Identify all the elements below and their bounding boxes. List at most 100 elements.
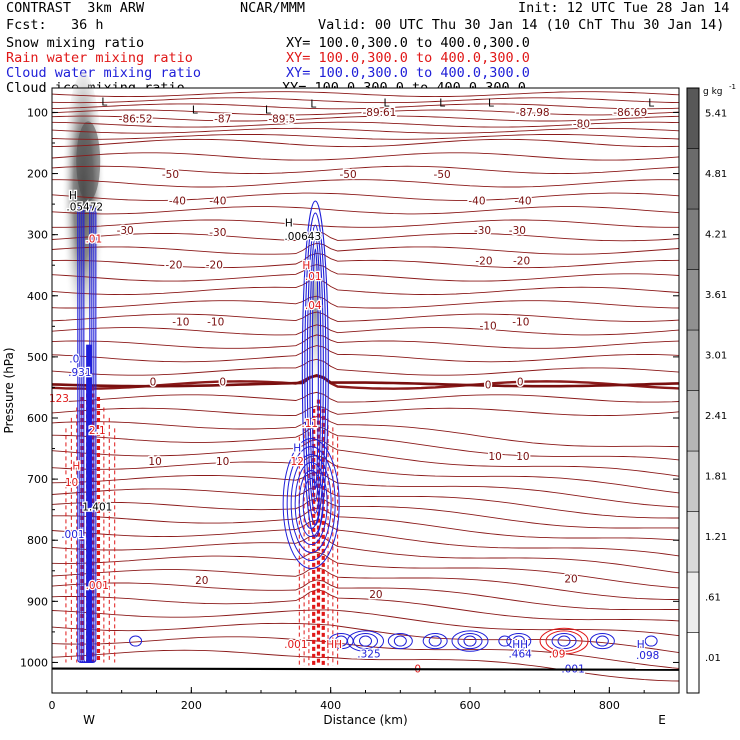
minimum-marker: L — [439, 98, 445, 110]
temperature-contour — [51, 551, 680, 589]
cloud-water-cell — [506, 632, 532, 650]
cloud-water-cell — [422, 632, 448, 650]
mixing-ratio-label: 1.401 — [82, 502, 112, 514]
temperature-contour — [51, 242, 680, 255]
y-tick-label: 100 — [27, 106, 48, 119]
contour-labels: -86.52 -87 -89.5 -89.61 -87.98 -86.69 -80 -50 -5… — [48, 96, 661, 676]
minimum-marker: L — [192, 104, 198, 116]
mixing-ratio-label: .00643 — [284, 231, 321, 243]
cloud-water-cell — [539, 627, 589, 655]
cloud-water-cell — [595, 635, 609, 647]
temperature-label: -87 — [214, 114, 231, 126]
valid-time: Valid: 00 UTC Thu 30 Jan 14 (10 ChT Thu … — [318, 17, 725, 33]
cloud-water-cell — [589, 632, 615, 650]
temperature-label: -89.5 — [268, 114, 295, 126]
temperature-contour — [51, 206, 680, 215]
mixing-ratio-label: .931 — [68, 367, 91, 379]
temperature-contour — [51, 649, 680, 682]
mixing-ratio-label: .09 — [549, 648, 566, 660]
snow-plume-right — [306, 218, 325, 398]
temperature-contour — [51, 324, 680, 336]
cloud-water-cell — [545, 630, 583, 652]
cloud-water-cell — [551, 632, 577, 650]
colorbar-segment — [686, 87, 700, 149]
temperature-label: -86.52 — [119, 114, 153, 126]
cloud-water-cell — [347, 630, 384, 652]
mixing-ratio-label: H — [293, 442, 301, 454]
plot-background — [52, 88, 679, 693]
temperature-label: -30 — [474, 225, 491, 237]
temperature-contour — [51, 311, 680, 322]
temperature-contour — [51, 115, 680, 122]
cloud-water-contour — [290, 454, 332, 554]
temperature-label: 0 — [485, 379, 492, 391]
temperature-contour — [51, 622, 680, 654]
temperature-label: 0 — [150, 376, 157, 388]
temperature-label: -30 — [509, 225, 526, 237]
temperature-label: -89.61 — [363, 107, 397, 119]
cloud-water-contours — [77, 200, 658, 663]
temperature-contour — [51, 91, 680, 98]
field-snow-xy: XY= 100.0,300.0 to 400.0,300.0 — [286, 35, 530, 51]
colorbar-segment — [686, 148, 700, 210]
temperature-label: 10 — [148, 456, 161, 468]
mixing-ratio-label: .05472 — [66, 202, 103, 214]
colorbar-segment — [686, 269, 700, 331]
mixing-ratio-label: H — [285, 217, 293, 229]
cloud-water-cell — [428, 635, 442, 647]
temperature-label: -10 — [480, 321, 497, 333]
cloud-water-cell — [129, 635, 143, 647]
temperature-label: 0 — [219, 376, 226, 388]
mixing-ratio-label: H — [72, 461, 80, 473]
cloud-water-cell — [359, 635, 372, 647]
mixing-ratio-label: .325 — [357, 648, 380, 660]
field-snow-name: Snow mixing ratio — [6, 35, 145, 51]
surface-line — [51, 667, 680, 671]
temperature-contour — [51, 486, 679, 519]
temperature-label: -20 — [513, 255, 530, 267]
colorbar-label: 1.21 — [705, 532, 727, 543]
colorbar-label: 3.61 — [705, 290, 727, 301]
mixing-ratio-label: .001 — [61, 529, 84, 541]
cloud-water-contour — [282, 438, 340, 570]
x-tick-label: 400 — [320, 699, 341, 712]
temperature-contour — [52, 507, 680, 541]
y-tick-label: 700 — [27, 473, 48, 486]
mixing-ratio-label: .001 — [284, 639, 307, 651]
colorbar-label: 5.41 — [705, 108, 727, 119]
temperature-contour — [51, 295, 680, 309]
temperature-label: -87.98 — [516, 107, 550, 119]
cloud-water-cell — [387, 632, 413, 650]
mixing-ratio-label: H — [302, 260, 310, 272]
temperature-label: -40 — [169, 195, 186, 207]
temperature-label: -20 — [475, 255, 492, 267]
temperature-contour — [51, 133, 680, 140]
temperature-contour — [51, 345, 680, 363]
temperature-label: 20 — [195, 575, 208, 587]
temperature-contour — [51, 192, 680, 201]
minimum-marker: L — [101, 96, 107, 108]
colorbar-segment — [686, 450, 700, 512]
cloud-water-cell — [463, 635, 477, 647]
colorbar-label: 4.21 — [705, 229, 727, 240]
mixing-ratio-label: HH — [512, 639, 528, 651]
temperature-contour — [51, 534, 680, 574]
cloud-water-contour — [301, 200, 329, 538]
cloud-water-core-left — [86, 344, 93, 663]
west-label: W — [83, 713, 95, 727]
temperature-contour — [51, 519, 680, 557]
mixing-ratio-label: 2.1 — [89, 425, 106, 437]
temperature-contour — [51, 127, 680, 134]
temperature-contour — [52, 179, 680, 188]
forecast-hour: Fcst: 36 h — [6, 17, 104, 33]
temperature-label: -50 — [434, 169, 451, 181]
temperature-label: -20 — [165, 260, 182, 272]
minimum-marker: L — [310, 98, 316, 110]
temperature-contour — [51, 103, 680, 110]
colorbar-frame — [686, 87, 700, 694]
temperature-label: 10 — [488, 451, 501, 463]
y-tick-label: 400 — [27, 290, 48, 303]
temperature-label: -20 — [206, 260, 223, 272]
temperature-contour — [51, 252, 680, 269]
mixing-ratio-label: .098 — [636, 650, 659, 662]
